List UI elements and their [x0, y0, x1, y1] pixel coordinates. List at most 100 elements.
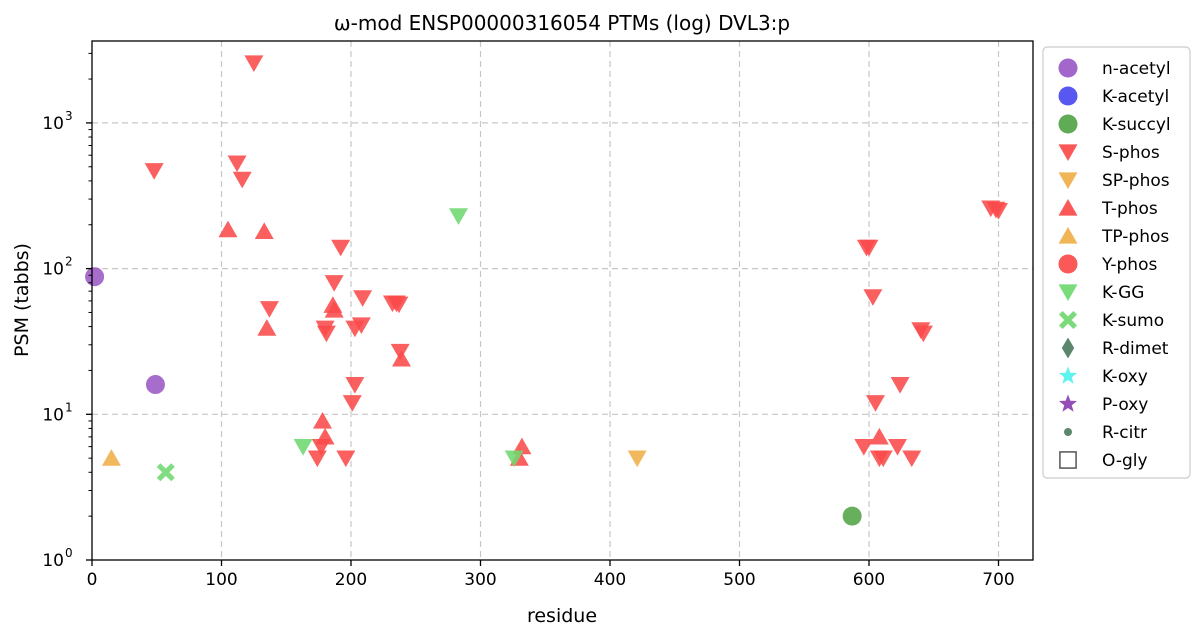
legend-label-k-succyl: K-succyl — [1102, 115, 1171, 135]
point-s-phos — [902, 450, 922, 468]
point-t-phos — [512, 437, 532, 455]
legend-label-p-oxy: P-oxy — [1102, 395, 1148, 415]
y-tick-exponent: 3 — [65, 109, 73, 123]
legend-label-k-oxy: K-oxy — [1102, 367, 1148, 387]
x-tick-label: 0 — [87, 570, 98, 590]
x-tick-label: 300 — [464, 570, 496, 590]
point-t-phos — [218, 220, 238, 238]
point-s-phos — [887, 439, 907, 456]
point-s-phos — [331, 239, 351, 257]
point-s-phos — [232, 171, 252, 189]
legend-label-t-phos: T-phos — [1101, 199, 1158, 219]
point-k-gg — [504, 450, 524, 468]
legend-marker-k-succyl — [1058, 114, 1078, 134]
x-axis-ticks: 0 100 200 300 400 500 600 700 — [87, 560, 1015, 590]
legend-marker-y-phos — [1058, 254, 1078, 274]
point-s-phos — [890, 376, 910, 394]
legend: n-acetyl K-acetyl K-succyl S-phos SP-phos T-p… — [1042, 46, 1191, 479]
point-k-sumo — [156, 463, 175, 482]
point-s-phos — [144, 163, 164, 180]
legend-label-r-dimet: R-dimet — [1102, 339, 1169, 359]
legend-marker-sp-phos — [1058, 172, 1078, 190]
y-tick-exponent: 1 — [65, 400, 73, 414]
legend-frame — [1042, 46, 1191, 479]
point-t-phos — [257, 319, 277, 336]
point-tp-phos — [101, 449, 121, 466]
point-t-phos — [313, 411, 333, 429]
legend-label-s-phos: S-phos — [1102, 143, 1160, 163]
legend-label-tp-phos: TP-phos — [1101, 227, 1169, 247]
y-tick-exponent: 0 — [65, 546, 73, 560]
point-s-phos — [863, 289, 883, 306]
point-s-phos — [244, 55, 264, 72]
legend-label-k-acetyl: K-acetyl — [1102, 87, 1169, 107]
point-s-phos — [316, 325, 336, 343]
legend-marker-r-citr — [1064, 428, 1072, 436]
data-points — [85, 55, 1008, 526]
y-tick-label: 10 — [42, 260, 64, 280]
y-axis-label: PSM (tabbs) — [11, 243, 33, 357]
point-k-succyl — [842, 506, 862, 526]
point-s-phos — [336, 450, 356, 468]
x-axis-label: residue — [527, 605, 597, 627]
legend-marker-k-oxy — [1058, 366, 1078, 384]
point-t-phos — [869, 427, 889, 445]
point-s-phos — [865, 395, 885, 412]
point-t-phos — [254, 222, 274, 240]
point-s-phos — [324, 275, 344, 292]
point-k-gg — [293, 439, 313, 456]
grid-lines — [92, 41, 1033, 560]
point-n-acetyl — [145, 375, 165, 395]
x-tick-label: 100 — [205, 570, 237, 590]
point-t-phos — [392, 349, 412, 367]
point-s-phos — [389, 296, 409, 314]
point-s-phos — [227, 155, 247, 173]
point-t-phos — [315, 427, 335, 445]
point-sp-phos — [627, 450, 647, 468]
legend-marker-s-phos — [1058, 144, 1078, 162]
legend-label-o-gly: O-gly — [1102, 451, 1148, 471]
legend-marker-n-acetyl — [1058, 58, 1078, 78]
point-s-phos — [345, 376, 365, 394]
y-tick-label: 10 — [42, 114, 64, 134]
point-s-phos — [859, 239, 879, 257]
point-k-gg — [448, 208, 468, 225]
legend-label-y-phos: Y-phos — [1101, 255, 1157, 275]
legend-marker-o-gly — [1059, 451, 1077, 469]
legend-label-k-sumo: K-sumo — [1102, 311, 1164, 331]
legend-label-k-gg: K-GG — [1102, 283, 1144, 303]
legend-marker-k-acetyl — [1058, 86, 1078, 106]
point-s-phos — [351, 317, 371, 335]
chart-title: ω-mod ENSP00000316054 PTMs (log) DVL3:p — [334, 11, 790, 35]
legend-marker-tp-phos — [1058, 226, 1078, 244]
point-s-phos — [353, 290, 373, 307]
y-tick-label: 10 — [42, 551, 64, 571]
point-s-phos — [259, 301, 279, 318]
point-t-phos — [324, 300, 344, 318]
legend-marker-r-dimet — [1061, 337, 1075, 359]
legend-label-n-acetyl: n-acetyl — [1102, 59, 1171, 79]
point-s-phos — [989, 203, 1008, 220]
point-s-phos — [913, 325, 933, 343]
legend-label-r-citr: R-citr — [1102, 423, 1147, 443]
y-tick-exponent: 2 — [65, 255, 73, 269]
point-s-phos — [342, 395, 362, 412]
plot-frame — [91, 40, 1034, 561]
legend-marker-p-oxy — [1058, 394, 1078, 412]
point-s-phos — [307, 450, 327, 468]
legend-label-sp-phos: SP-phos — [1102, 171, 1170, 191]
legend-marker-t-phos — [1058, 198, 1078, 216]
y-tick-label: 10 — [42, 405, 64, 425]
legend-marker-k-sumo — [1058, 310, 1078, 330]
point-n-acetyl — [85, 267, 105, 287]
legend-marker-k-gg — [1058, 284, 1078, 302]
x-tick-label: 200 — [335, 570, 367, 590]
point-s-phos — [854, 439, 874, 456]
x-tick-label: 500 — [723, 570, 755, 590]
x-tick-label: 400 — [594, 570, 626, 590]
x-tick-label: 700 — [982, 570, 1014, 590]
point-s-phos — [873, 450, 893, 468]
x-tick-label: 600 — [853, 570, 885, 590]
